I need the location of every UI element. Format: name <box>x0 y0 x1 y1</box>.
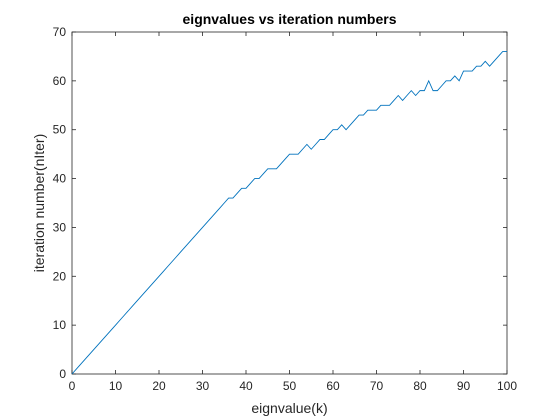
plot-area <box>71 31 508 375</box>
x-tick-label: 50 <box>283 379 297 393</box>
y-tick-label: 10 <box>53 318 67 332</box>
y-tick-label: 40 <box>53 172 67 186</box>
y-tick-label: 30 <box>53 220 67 234</box>
x-tick-label: 60 <box>326 379 340 393</box>
x-tick-label: 70 <box>370 379 384 393</box>
chart-title: eignvalues vs iteration numbers <box>183 11 397 27</box>
x-tick-label: 0 <box>69 379 76 393</box>
y-tick-label: 50 <box>53 123 67 137</box>
y-tick-label: 0 <box>59 367 66 381</box>
x-tick-label: 90 <box>457 379 471 393</box>
x-axis-label: eignvalue(k) <box>251 400 327 416</box>
x-tick-label: 100 <box>497 379 517 393</box>
y-tick-label: 70 <box>53 25 67 39</box>
x-tick-label: 40 <box>239 379 253 393</box>
x-tick-label: 30 <box>196 379 210 393</box>
x-tick-label: 20 <box>152 379 166 393</box>
series-line <box>71 51 507 375</box>
x-tick-label: 80 <box>413 379 427 393</box>
y-axis-label: iteration number(nIter) <box>31 134 47 273</box>
y-tick-label: 60 <box>53 74 67 88</box>
x-tick-label: 10 <box>109 379 123 393</box>
y-tick-label: 20 <box>53 269 67 283</box>
